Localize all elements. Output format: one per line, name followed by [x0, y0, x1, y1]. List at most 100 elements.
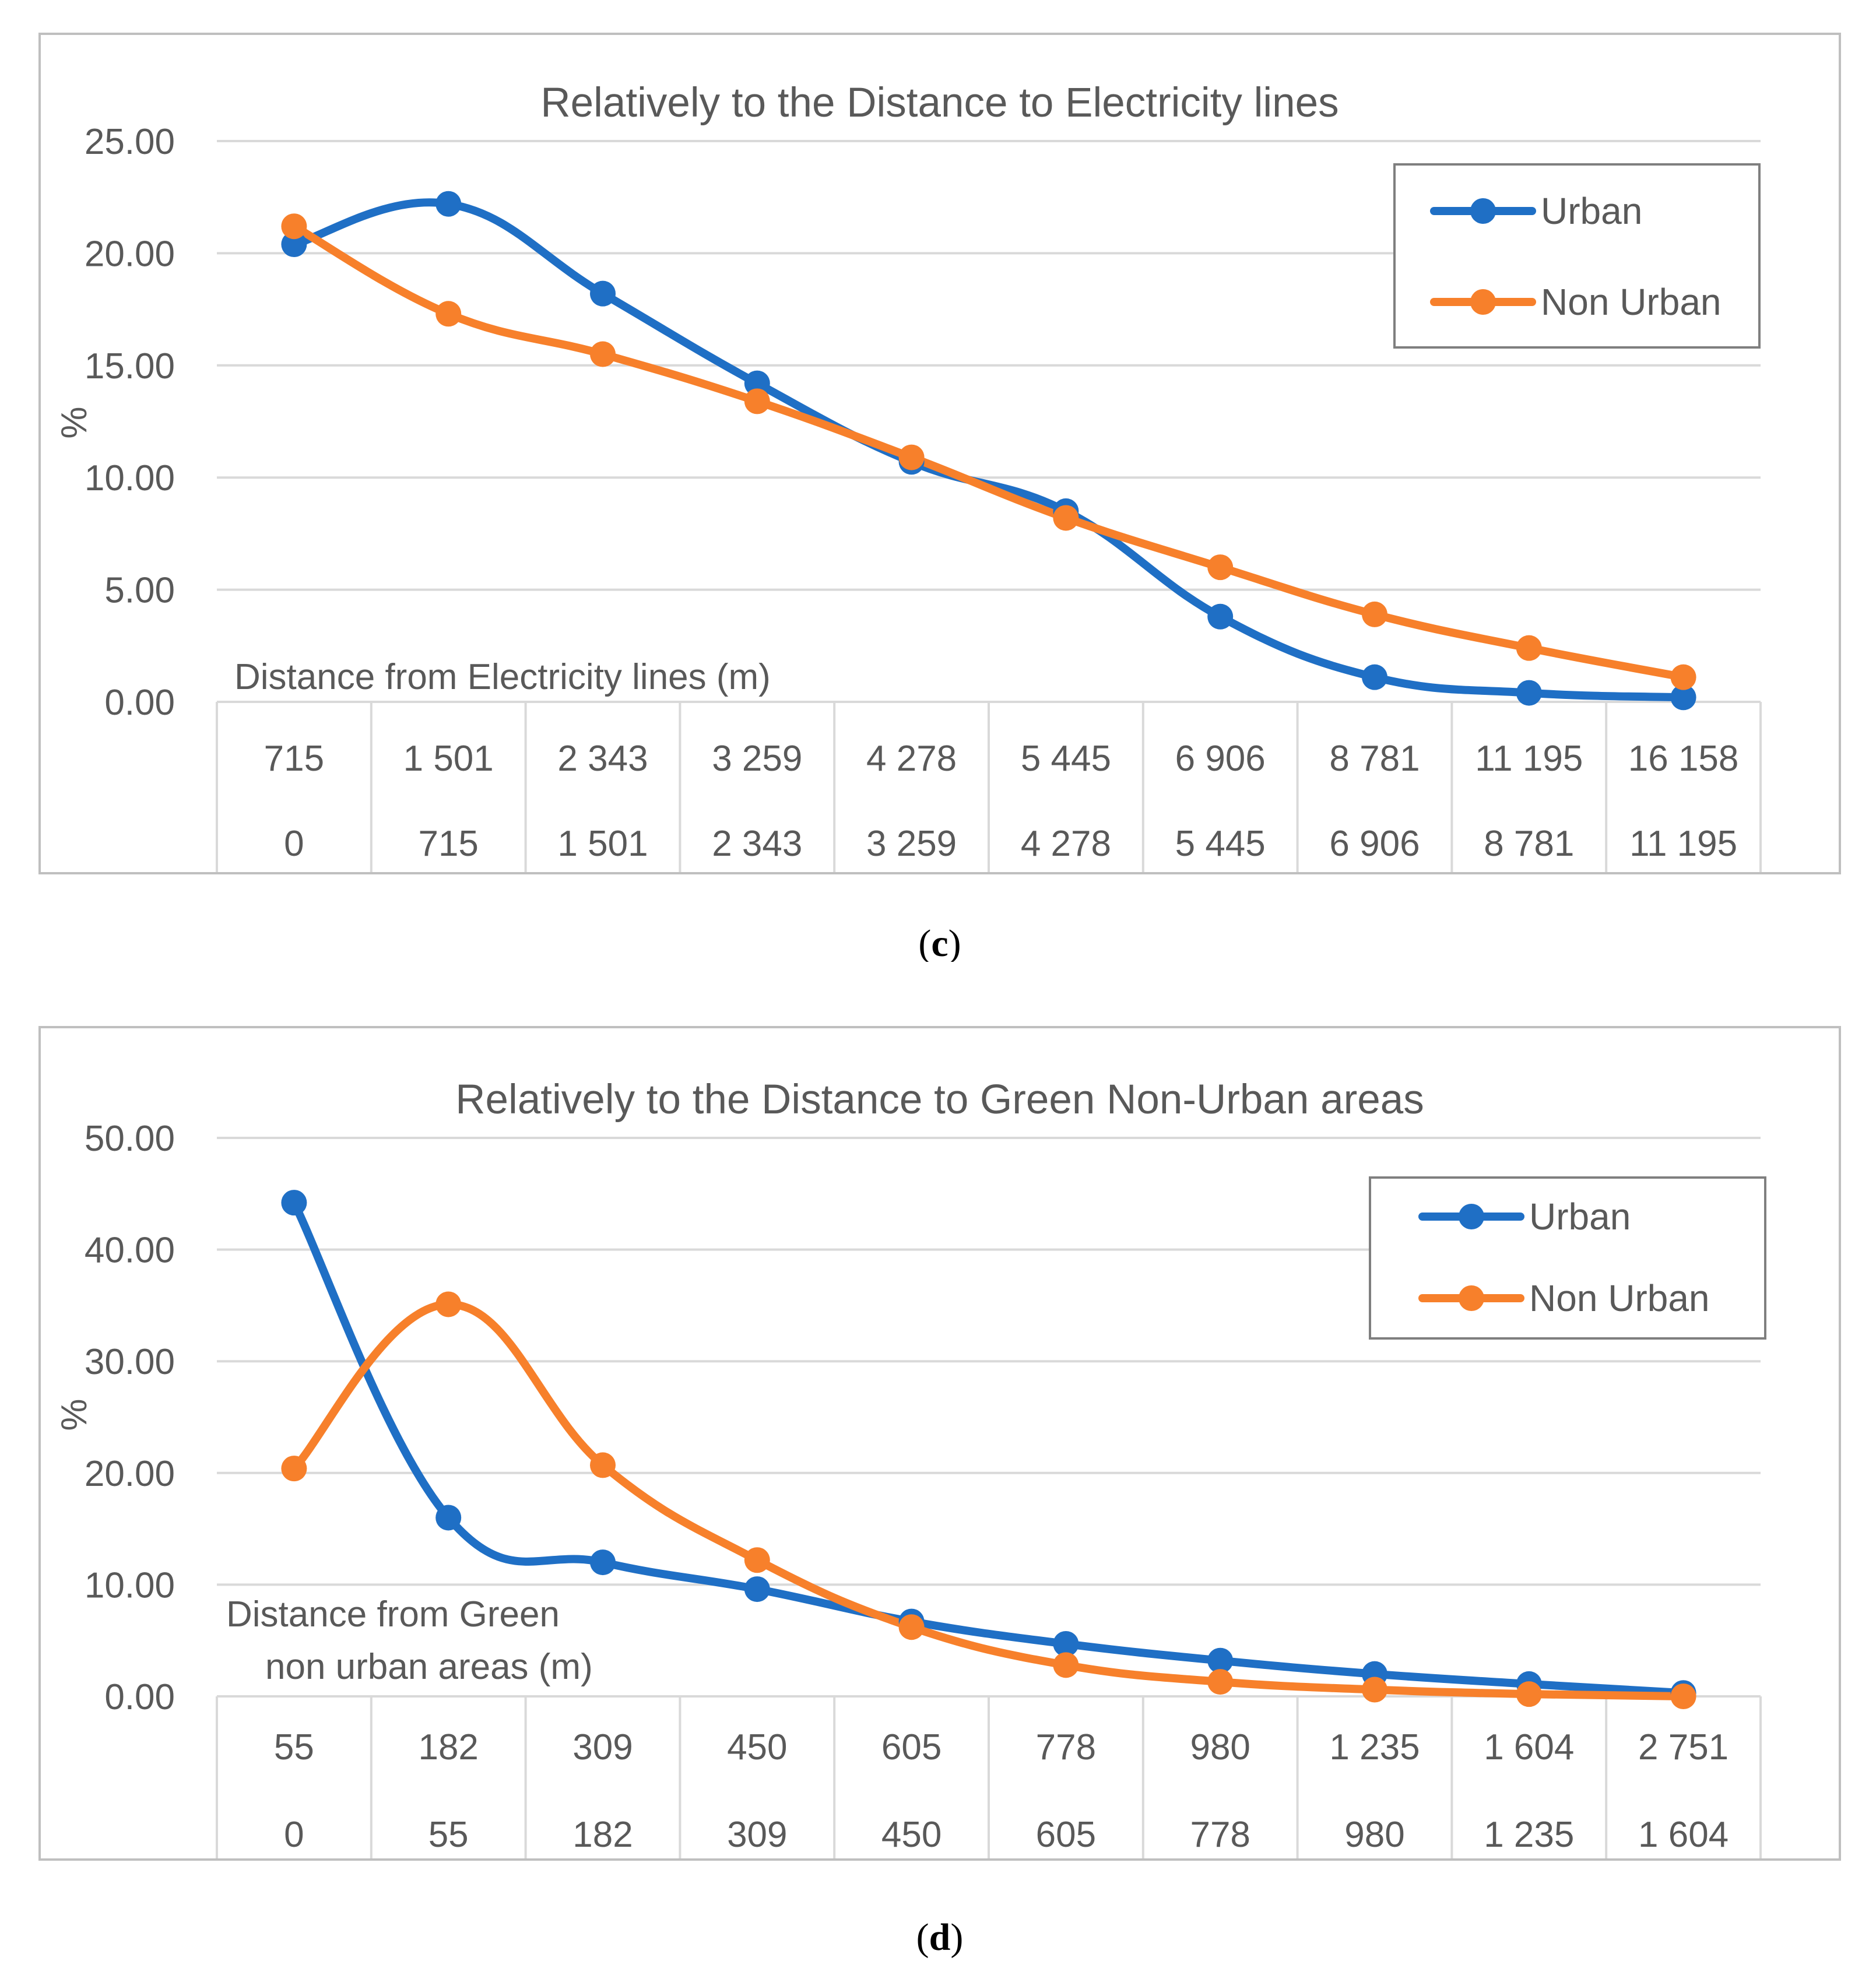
chart-d-category-upper: 980: [1190, 1727, 1250, 1767]
chart-c-urban-point: [590, 280, 616, 307]
chart-c-category-upper: 3 259: [712, 739, 802, 779]
chart-d-caption-letter: d: [929, 1916, 951, 1959]
chart-d-category-upper: 55: [274, 1727, 314, 1767]
chart-c-urban-point: [435, 191, 462, 217]
chart-c-nonurban-point: [1516, 635, 1542, 661]
chart-c-y-tick-label: 5.00: [104, 571, 175, 611]
chart-d-xlabel-line1: Distance from Green: [226, 1594, 560, 1635]
chart-c-caption: (c): [918, 922, 961, 962]
chart-c-category-lower: 715: [418, 824, 478, 864]
chart-d-nonurban-point: [281, 1456, 307, 1482]
chart-d-nonurban-point: [1516, 1681, 1542, 1707]
chart-d-legend-urban-label: Urban: [1529, 1196, 1631, 1238]
chart-d-urban-point: [281, 1190, 307, 1216]
chart-c-legend-box: [1393, 163, 1761, 349]
chart-c-urban-point: [1207, 603, 1234, 630]
chart-d-category-table: 55 182 309 450 605 778 980 1 235 1 604 2 751 0 55 18…: [216, 1696, 1762, 1858]
chart-d-category-lower: 0: [284, 1815, 304, 1855]
chart-c-caption-letter: c: [931, 922, 948, 962]
chart-panel-c: Relatively to the Distance to Electricit…: [0, 0, 1876, 962]
chart-c-y-tick-label: 20.00: [85, 234, 175, 274]
chart-c-nonurban-point: [1670, 664, 1696, 690]
chart-c-nonurban-point: [898, 444, 925, 470]
chart-d-urban-point: [435, 1505, 462, 1531]
chart-d-category-lower: 605: [1036, 1815, 1096, 1855]
chart-c-legend-nonurban-label: Non Urban: [1541, 281, 1722, 323]
chart-c-urban-point: [744, 370, 770, 396]
chart-d-category-upper: 1 604: [1484, 1727, 1574, 1767]
chart-d-category-lower: 778: [1190, 1815, 1250, 1855]
chart-c-category-lower: 2 343: [712, 824, 802, 864]
chart-c-category-table: 715 1 501 2 343 3 259 4 278 5 445 6 906 8 781 11…: [216, 702, 1762, 872]
chart-c-nonurban-point: [1207, 554, 1234, 581]
chart-d-urban-line: [290, 1199, 1688, 1698]
chart-c-y-tick-label: 25.00: [85, 122, 175, 162]
chart-d-urban-point: [590, 1549, 616, 1576]
chart-d-ylabel: %: [54, 1398, 94, 1431]
chart-d-category-lower: 309: [727, 1815, 787, 1855]
chart-d-category-lower: 450: [881, 1815, 941, 1855]
chart-d-category-lower: 980: [1344, 1815, 1404, 1855]
chart-d-xlabel-line2: non urban areas (m): [265, 1647, 593, 1687]
chart-d-urban-point: [744, 1576, 770, 1602]
chart-d-category-upper: 309: [572, 1727, 633, 1767]
chart-d-urban-point: [1053, 1630, 1079, 1657]
chart-d-nonurban-point: [1053, 1652, 1079, 1678]
chart-d-nonurban-point: [898, 1614, 925, 1640]
chart-c-y-tick-label: 15.00: [85, 346, 175, 386]
chart-d-category-upper: 2 751: [1638, 1727, 1729, 1767]
chart-c-nonurban-line: [290, 222, 1688, 681]
chart-d-y-tick-label: 20.00: [85, 1454, 175, 1494]
chart-c-nonurban-point: [281, 213, 307, 240]
chart-c-legend-urban-label: Urban: [1541, 190, 1642, 232]
chart-c-category-lower: 3 259: [866, 824, 957, 864]
chart-d-nonurban-point: [1670, 1684, 1696, 1709]
chart-d-y-tick-label: 40.00: [85, 1231, 175, 1271]
chart-d-urban-point: [1207, 1647, 1234, 1674]
chart-c-category-upper: 8 781: [1329, 739, 1420, 779]
chart-d-category-upper: 1 235: [1329, 1727, 1420, 1767]
chart-d-nonurban-point: [744, 1547, 770, 1573]
chart-c-y-ticks: 25.00 20.00 15.00 10.00 5.00 0.00: [85, 122, 175, 723]
chart-d-category-upper: 450: [727, 1727, 787, 1767]
chart-c-svg: Relatively to the Distance to Electricit…: [38, 33, 1841, 962]
chart-d-category-upper: 778: [1036, 1727, 1096, 1767]
chart-c-category-upper: 16 158: [1628, 739, 1739, 779]
chart-c-nonurban-point: [744, 388, 770, 414]
chart-d-y-ticks: 50.00 40.00 30.00 20.00 10.00 0.00: [85, 1119, 175, 1717]
chart-c-y-tick-label: 0.00: [104, 683, 175, 723]
chart-d-category-lower: 1 235: [1484, 1815, 1574, 1855]
chart-c-urban-point: [1516, 680, 1542, 706]
chart-d-svg: Relatively to the Distance to Green Non-…: [38, 1026, 1841, 1959]
chart-d-frame: [38, 1026, 1841, 1861]
chart-d-category-upper: 182: [418, 1727, 478, 1767]
chart-c-category-upper: 5 445: [1021, 739, 1111, 779]
chart-d-series: [281, 1190, 1696, 1709]
chart-d-legend-nonurban-marker: [1459, 1285, 1484, 1311]
chart-c-category-lower: 5 445: [1175, 824, 1266, 864]
chart-d-category-upper: 605: [881, 1727, 941, 1767]
chart-c-legend: Urban Non Urban: [1393, 163, 1761, 349]
chart-c-urban-point: [1670, 684, 1696, 711]
chart-c-urban-point: [1362, 664, 1387, 690]
chart-c-nonurban-point: [590, 341, 616, 367]
chart-c-xlabel: Distance from Electricity lines (m): [234, 657, 771, 697]
chart-d-nonurban-point: [1362, 1677, 1387, 1703]
chart-c-category-upper: 4 278: [866, 739, 957, 779]
chart-c-category-lower: 4 278: [1021, 824, 1111, 864]
chart-d-y-tick-label: 50.00: [85, 1119, 175, 1159]
chart-d-nonurban-point: [435, 1291, 462, 1317]
chart-d-nonurban-line: [290, 1300, 1688, 1700]
chart-c-category-lower: 8 781: [1484, 824, 1574, 864]
chart-c-frame: [38, 33, 1841, 874]
chart-d-nonurban-point: [1207, 1669, 1234, 1695]
chart-d-legend-urban-marker: [1459, 1204, 1484, 1229]
chart-c-series: [281, 191, 1696, 711]
chart-d-category-lower: 1 604: [1638, 1815, 1729, 1855]
chart-c-legend-urban-marker: [1470, 198, 1496, 224]
chart-c-nonurban-point: [1053, 505, 1079, 531]
chart-d-legend: Urban Non Urban: [1369, 1176, 1766, 1340]
chart-c-nonurban-point: [435, 301, 462, 327]
chart-c-category-lower: 0: [284, 824, 304, 864]
